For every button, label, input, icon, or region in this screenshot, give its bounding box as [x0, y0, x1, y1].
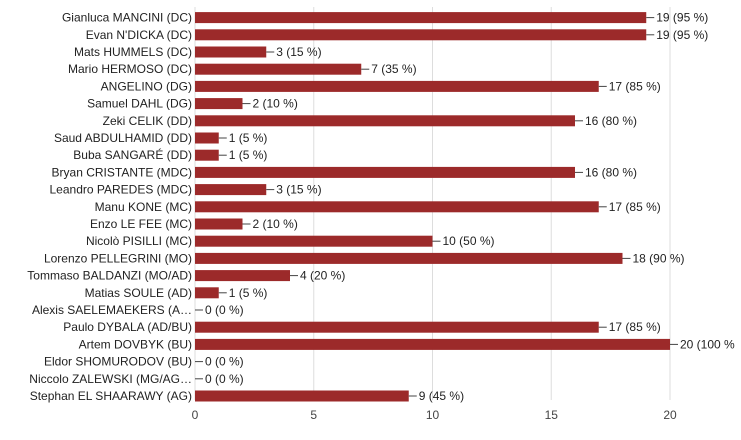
category-label: Tommaso BALDANZI (MO/AD) [27, 269, 192, 283]
value-label: 1 (5 %) [229, 148, 268, 162]
category-label: Niccolo ZALEWSKI (MG/AG… [29, 372, 192, 386]
bar [195, 46, 267, 58]
bar [195, 149, 219, 161]
bar [195, 29, 647, 41]
bar [195, 98, 243, 110]
value-label: 10 (50 %) [443, 234, 495, 248]
category-label: Mats HUMMELS (DC) [74, 45, 192, 59]
bar [195, 390, 409, 402]
value-label: 3 (15 %) [276, 183, 321, 197]
x-axis-ticks: 0 5 10 15 20 [192, 408, 677, 422]
bar [195, 218, 243, 230]
value-label: 0 (0 %) [205, 303, 244, 317]
category-label: Eldor SHOMURODOV (BU) [44, 355, 192, 369]
value-label: 19 (95 %) [656, 28, 708, 42]
category-label: Evan N'DICKA (DC) [86, 28, 192, 42]
category-label: Gianluca MANCINI (DC) [62, 11, 192, 25]
category-label: Mario HERMOSO (DC) [68, 62, 192, 76]
value-label: 17 (85 %) [609, 79, 661, 93]
x-tick-label: 5 [310, 408, 317, 422]
value-label: 7 (35 %) [371, 62, 416, 76]
bar [195, 321, 599, 333]
category-label: Samuel DAHL (DG) [87, 97, 192, 111]
bar [195, 12, 647, 24]
value-label: 1 (5 %) [229, 286, 268, 300]
bars [195, 12, 670, 402]
value-label: 2 (10 %) [253, 97, 298, 111]
x-tick-label: 15 [545, 408, 559, 422]
bar [195, 63, 362, 75]
category-label: Saud ABDULHAMID (DD) [54, 131, 192, 145]
value-label: 0 (0 %) [205, 372, 244, 386]
value-label: 19 (95 %) [656, 11, 708, 25]
x-tick-label: 0 [192, 408, 199, 422]
category-label: Manu KONE (MC) [95, 200, 192, 214]
bar [195, 201, 599, 213]
category-label: Alexis SAELEMAEKERS (A… [32, 303, 192, 317]
category-label: Stephan EL SHAARAWY (AG) [30, 389, 192, 403]
bar [195, 252, 623, 264]
category-label: Bryan CRISTANTE (MDC) [52, 165, 192, 179]
value-label: 4 (20 %) [300, 269, 345, 283]
value-label: 9 (45 %) [419, 389, 464, 403]
value-label: 17 (85 %) [609, 200, 661, 214]
x-tick-label: 20 [663, 408, 677, 422]
bar [195, 184, 267, 196]
category-labels: Gianluca MANCINI (DC) Evan N'DICKA (DC) Ma… [27, 11, 192, 403]
value-labels: 19 (95 %) 19 (95 %) 3 (15 %) 7 (35 %) 17 (85… [195, 11, 735, 403]
category-label: Nicolò PISILLI (MC) [86, 234, 192, 248]
x-tick-label: 10 [426, 408, 440, 422]
category-label: Zeki CELIK (DD) [103, 114, 192, 128]
bar [195, 287, 219, 299]
bar [195, 270, 290, 282]
value-label: 3 (15 %) [276, 45, 321, 59]
bar [195, 115, 575, 127]
value-label: 2 (10 %) [253, 217, 298, 231]
category-label: Lorenzo PELLEGRINI (MO) [44, 251, 192, 265]
value-label: 16 (80 %) [585, 165, 637, 179]
category-label: Matias SOULE (AD) [85, 286, 192, 300]
category-label: Paulo DYBALA (AD/BU) [63, 320, 192, 334]
value-label: 17 (85 %) [609, 320, 661, 334]
bar [195, 132, 219, 144]
category-label: Artem DOVBYK (BU) [79, 337, 192, 351]
value-label: 1 (5 %) [229, 131, 268, 145]
bar [195, 235, 433, 247]
category-label: Enzo LE FEE (MC) [90, 217, 192, 231]
value-label: 16 (80 %) [585, 114, 637, 128]
bar [195, 80, 599, 92]
category-label: Buba SANGARÉ (DD) [73, 147, 192, 162]
bar [195, 338, 670, 350]
category-label: Leandro PAREDES (MDC) [50, 183, 193, 197]
bar [195, 166, 575, 178]
category-label: ANGELINO (DG) [101, 79, 192, 93]
value-label: 0 (0 %) [205, 355, 244, 369]
value-label: 20 (100 % [680, 337, 735, 351]
value-label: 18 (90 %) [633, 251, 685, 265]
